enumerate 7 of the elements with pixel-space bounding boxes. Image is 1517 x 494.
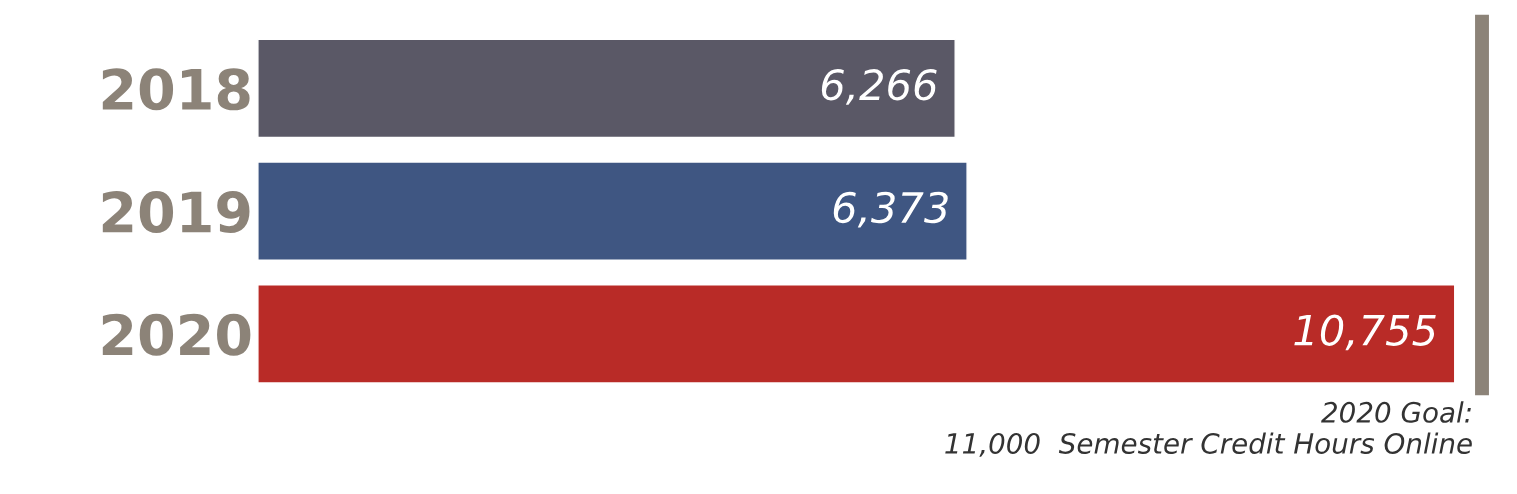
- data-label: 10,755: [1294, 314, 1436, 351]
- y-tick-label: 2019: [102, 191, 250, 234]
- y-tick-label: 2018: [102, 68, 250, 111]
- y-tick-label: 2020: [102, 313, 251, 356]
- data-label: 6,266: [821, 69, 937, 105]
- data-label: 6,373: [833, 191, 948, 228]
- ref-line-label: 2020 Goal: 11,000 Semester Credit Hours Online: [945, 401, 1472, 457]
